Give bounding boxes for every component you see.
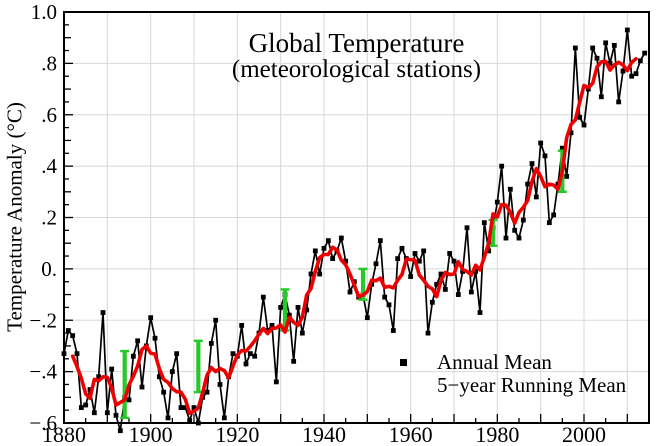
svg-text:1940: 1940 [302,422,346,446]
svg-text:1880: 1880 [42,422,86,446]
svg-text:.4: .4 [41,154,57,178]
svg-text:−.6: −.6 [29,411,57,435]
legend-label-annual-mean: Annual Mean [437,350,552,374]
annual-mean-marker-icon [400,358,407,366]
svg-text:2000: 2000 [562,422,606,446]
legend: Annual Mean 5−year Running Mean [377,350,627,397]
y-axis-title: Temperature Anomaly (°C) [2,102,27,332]
chart-title: Global Temperature [248,28,465,58]
svg-text:−.2: −.2 [29,308,57,332]
legend-item-annual-mean: Annual Mean [377,350,626,374]
svg-text:1960: 1960 [389,422,433,446]
legend-item-running-mean: 5−year Running Mean [377,373,627,397]
chart-subtitle: (meteorological stations) [231,56,482,83]
legend-label-running-mean: 5−year Running Mean [437,373,627,397]
svg-text:.8: .8 [41,51,57,75]
svg-text:1.0: 1.0 [31,0,57,24]
svg-text:.6: .6 [41,103,57,127]
svg-text:1900: 1900 [129,422,173,446]
svg-text:1980: 1980 [475,422,519,446]
svg-text:−.4: −.4 [29,360,57,384]
svg-text:1920: 1920 [215,422,259,446]
svg-text:.2: .2 [41,206,57,230]
svg-text:0.: 0. [41,257,57,281]
